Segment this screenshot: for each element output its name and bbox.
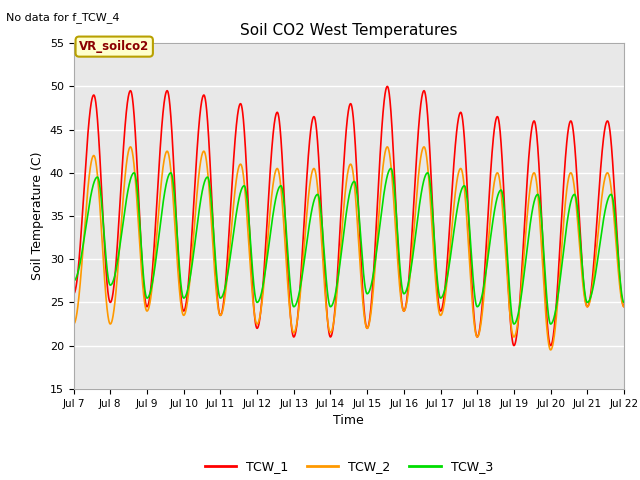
Text: VR_soilco2: VR_soilco2 [79, 40, 149, 53]
Legend: TCW_1, TCW_2, TCW_3: TCW_1, TCW_2, TCW_3 [200, 456, 498, 479]
Title: Soil CO2 West Temperatures: Soil CO2 West Temperatures [240, 23, 458, 38]
Text: No data for f_TCW_4: No data for f_TCW_4 [6, 12, 120, 23]
Y-axis label: Soil Temperature (C): Soil Temperature (C) [31, 152, 44, 280]
X-axis label: Time: Time [333, 414, 364, 427]
